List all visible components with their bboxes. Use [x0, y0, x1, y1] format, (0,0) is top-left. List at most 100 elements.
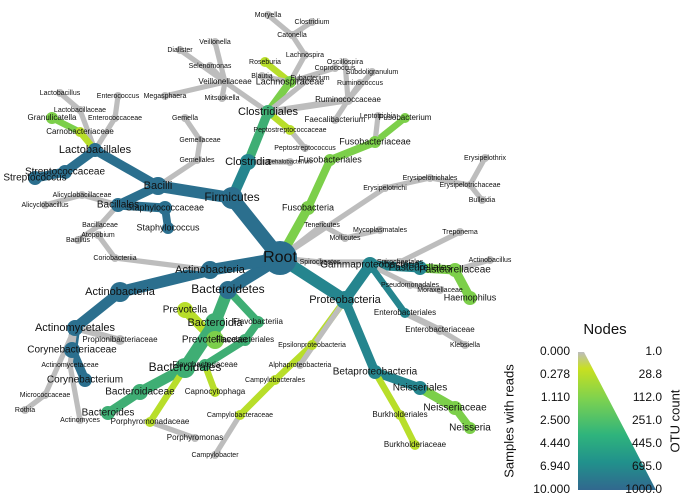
node-label: Veillonellaceae [198, 77, 252, 86]
legend-right-tick: 112.0 [633, 390, 662, 404]
node-label: Ruminococcus [337, 80, 383, 87]
node [369, 136, 381, 148]
node-label: Alphaproteobacteria [269, 362, 332, 369]
edge [365, 260, 425, 273]
edge [397, 229, 463, 265]
node-label: Bacteroidetes [191, 282, 264, 296]
node [307, 340, 317, 350]
edge [162, 79, 228, 99]
node-label: Clostridium [294, 19, 329, 26]
node [115, 335, 125, 345]
node-label: Lactobacillus [40, 90, 81, 97]
node [78, 373, 92, 387]
legend-right-tick: 695.0 [632, 459, 662, 473]
legend-right-tick: 28.8 [639, 367, 663, 381]
node-label: Actinobacillus [469, 257, 512, 264]
node-label: Klebsiella [450, 342, 480, 349]
node [368, 365, 382, 379]
node-label: Enterococcus [97, 93, 140, 100]
node [464, 422, 476, 434]
node [110, 282, 130, 302]
node [426, 174, 434, 182]
node [341, 58, 349, 66]
node-label: Actinobacteria [175, 264, 246, 276]
node [356, 79, 364, 87]
node-label: Actinobacteria [85, 286, 156, 298]
node-label: Gammaproteobacteria [320, 260, 420, 271]
node-label: Gemellaceae [179, 137, 220, 144]
legend-left-tick: 4.440 [540, 436, 570, 450]
node [395, 410, 405, 420]
node-label: Betaproteobacteria [333, 367, 418, 378]
edge [342, 59, 351, 103]
node [218, 94, 226, 102]
node [149, 177, 167, 195]
node [341, 234, 349, 242]
node [456, 228, 464, 236]
node-label: Erysipelothrix [464, 155, 507, 162]
node [75, 127, 85, 137]
edge [212, 412, 243, 458]
node [301, 201, 315, 215]
node [400, 113, 410, 123]
edge [401, 309, 444, 334]
legend-right-tick: 1000.0 [625, 482, 662, 496]
edge [304, 156, 334, 212]
node-label: Campylobacteraceae [207, 412, 273, 419]
node-label: Prevotellaceae [182, 335, 249, 346]
node [176, 46, 184, 54]
node [296, 361, 304, 369]
node [362, 257, 378, 273]
node-label: Capnocytophaga [185, 387, 246, 396]
node-label: Megasphaera [144, 93, 187, 100]
edge [382, 175, 433, 191]
node-label: Coprococcus [315, 65, 356, 72]
node [177, 302, 193, 318]
node [288, 31, 296, 39]
node [193, 156, 201, 164]
node [191, 434, 199, 442]
node [219, 281, 237, 299]
node-label: Streptococcus [3, 173, 66, 184]
edge [222, 79, 271, 115]
node [316, 258, 324, 266]
node [284, 76, 296, 88]
edge [146, 364, 189, 426]
node [343, 95, 353, 105]
node-label: Root [263, 249, 297, 266]
node-label: Actinomycetales [35, 322, 116, 334]
labels: Root Firmicutes Bacilli Lactobacillales Stre… [3, 12, 512, 459]
node [74, 236, 82, 244]
node-label: Alicyclobacillaceae [53, 192, 112, 199]
node [199, 359, 211, 371]
legend-left-tick: 0.000 [540, 344, 570, 358]
edge [236, 376, 279, 419]
node-label: Pasteurellaceae [419, 265, 491, 276]
node-label: Neisseriaceae [423, 403, 487, 414]
node-label: Roseburia [249, 59, 281, 66]
node [301, 51, 309, 59]
node [221, 187, 243, 209]
node [258, 72, 266, 80]
node-label: Coriobacteriia [93, 255, 136, 262]
node [158, 201, 172, 215]
edge [427, 175, 473, 188]
node-label: Corynebacteriaceae [27, 345, 117, 356]
node-label: Peptostreptococcus [274, 145, 336, 152]
edge [152, 180, 238, 204]
node [263, 241, 297, 275]
node-label: Bacillus [66, 237, 91, 244]
node-label: Neisseriales [393, 383, 447, 394]
node [261, 105, 275, 119]
edge [95, 232, 118, 261]
node [264, 11, 272, 19]
edge [264, 96, 352, 116]
edge [112, 255, 213, 273]
node-label: Haemophilus [444, 292, 497, 302]
node [400, 308, 410, 318]
legend-title: Nodes [583, 321, 626, 338]
node [235, 410, 245, 420]
node [285, 125, 295, 135]
node-label: Oscillospira [327, 59, 363, 66]
node-label: Lactobacillales [59, 144, 132, 156]
